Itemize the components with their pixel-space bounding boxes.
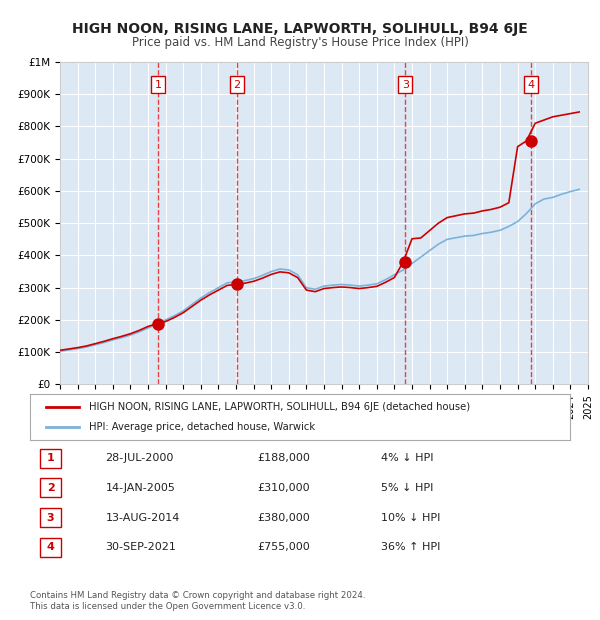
FancyBboxPatch shape (40, 449, 61, 467)
Text: 10% ↓ HPI: 10% ↓ HPI (381, 513, 440, 523)
Text: 14-JAN-2005: 14-JAN-2005 (106, 483, 175, 493)
FancyBboxPatch shape (40, 508, 61, 527)
Text: 4% ↓ HPI: 4% ↓ HPI (381, 453, 433, 463)
Text: 2: 2 (47, 483, 55, 493)
Text: 2: 2 (233, 79, 240, 89)
Text: 36% ↑ HPI: 36% ↑ HPI (381, 542, 440, 552)
Text: HPI: Average price, detached house, Warwick: HPI: Average price, detached house, Warw… (89, 422, 316, 432)
Text: HIGH NOON, RISING LANE, LAPWORTH, SOLIHULL, B94 6JE (detached house): HIGH NOON, RISING LANE, LAPWORTH, SOLIHU… (89, 402, 470, 412)
Text: £755,000: £755,000 (257, 542, 310, 552)
Text: 3: 3 (402, 79, 409, 89)
Text: HIGH NOON, RISING LANE, LAPWORTH, SOLIHULL, B94 6JE: HIGH NOON, RISING LANE, LAPWORTH, SOLIHU… (72, 22, 528, 36)
Text: 28-JUL-2000: 28-JUL-2000 (106, 453, 174, 463)
Text: 5% ↓ HPI: 5% ↓ HPI (381, 483, 433, 493)
Text: 13-AUG-2014: 13-AUG-2014 (106, 513, 180, 523)
Text: Price paid vs. HM Land Registry's House Price Index (HPI): Price paid vs. HM Land Registry's House … (131, 36, 469, 49)
Text: 4: 4 (47, 542, 55, 552)
Text: £380,000: £380,000 (257, 513, 310, 523)
FancyBboxPatch shape (40, 479, 61, 497)
Text: 30-SEP-2021: 30-SEP-2021 (106, 542, 176, 552)
Text: 4: 4 (527, 79, 535, 89)
Text: Contains HM Land Registry data © Crown copyright and database right 2024.
This d: Contains HM Land Registry data © Crown c… (30, 591, 365, 611)
Text: 1: 1 (47, 453, 55, 463)
Text: £188,000: £188,000 (257, 453, 310, 463)
Text: 3: 3 (47, 513, 55, 523)
Text: £310,000: £310,000 (257, 483, 310, 493)
FancyBboxPatch shape (40, 538, 61, 557)
Text: 1: 1 (155, 79, 161, 89)
